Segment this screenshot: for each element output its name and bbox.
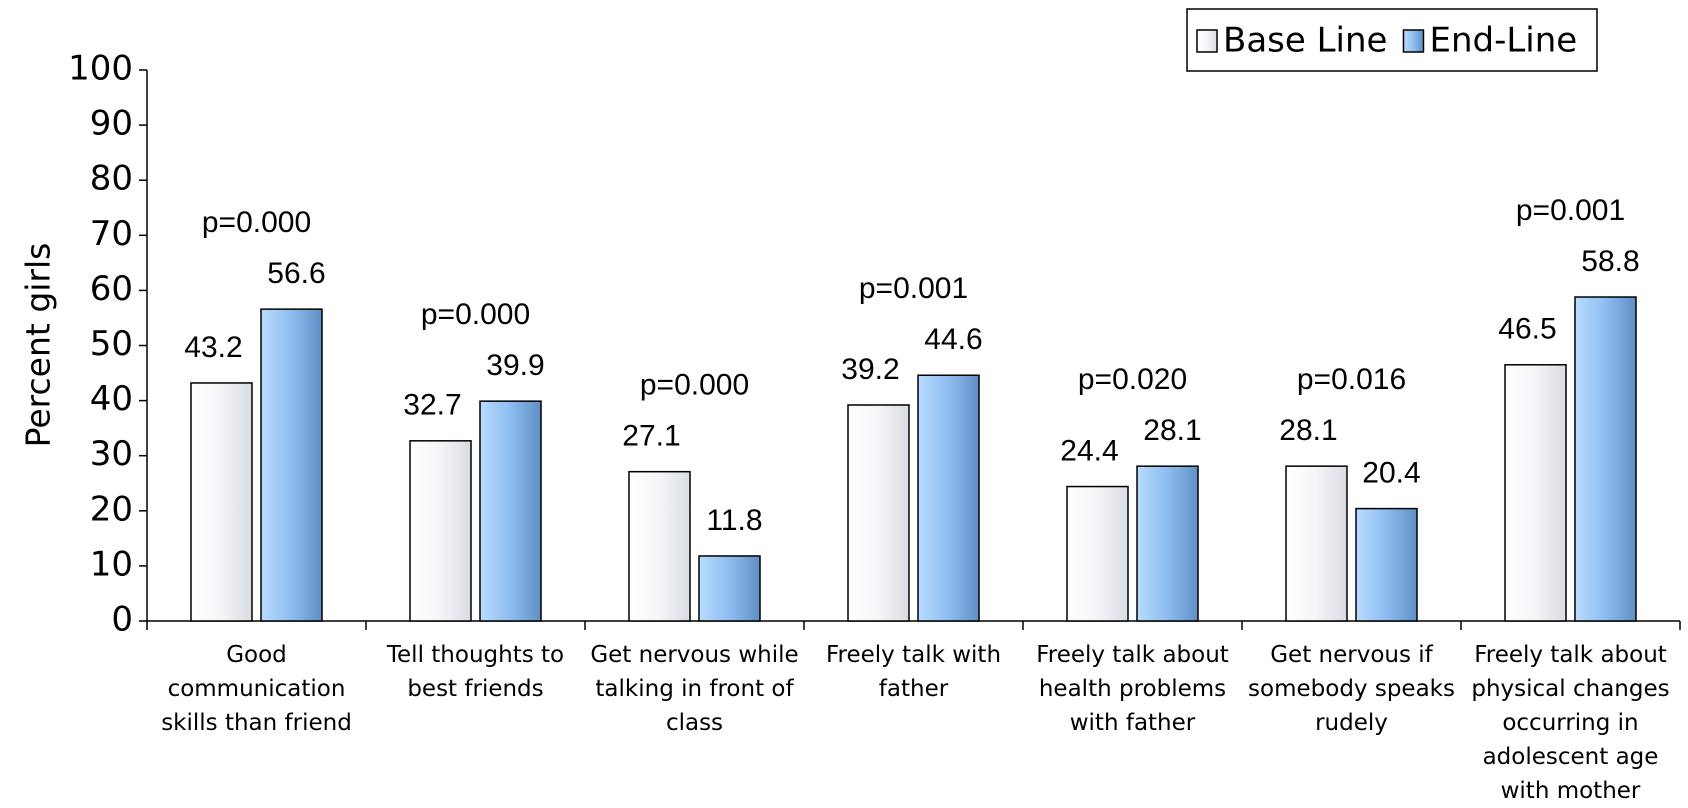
bar bbox=[1136, 465, 1199, 622]
value-label: 46.5 bbox=[1498, 313, 1556, 346]
value-label: 44.6 bbox=[924, 323, 982, 356]
bar bbox=[479, 400, 542, 622]
x-tick-label: Get nervous while talking in front of cl… bbox=[590, 642, 799, 736]
annotation: p=0.001 bbox=[1516, 194, 1625, 227]
bar bbox=[1504, 364, 1567, 622]
value-label: 11.8 bbox=[706, 504, 762, 537]
legend-box bbox=[1186, 8, 1598, 72]
bar bbox=[1574, 296, 1637, 622]
value-label: 39.2 bbox=[841, 353, 899, 386]
value-label: 28.1 bbox=[1279, 414, 1337, 447]
y-tick-label: 50 bbox=[90, 324, 133, 364]
value-label: 24.4 bbox=[1060, 434, 1118, 467]
y-tick-label: 0 bbox=[111, 600, 133, 640]
bar bbox=[1285, 465, 1348, 622]
y-tick-label: 30 bbox=[90, 434, 133, 474]
annotation: p=0.016 bbox=[1297, 363, 1406, 396]
y-tick-label: 10 bbox=[90, 544, 133, 584]
annotation: p=0.020 bbox=[1078, 363, 1187, 396]
value-label: 43.2 bbox=[184, 331, 242, 364]
y-axis-label: Percent girls bbox=[19, 243, 58, 448]
x-tick-label: Freely talk with father bbox=[825, 642, 1002, 702]
y-tick-label: 80 bbox=[90, 159, 133, 199]
value-label: 56.6 bbox=[267, 257, 325, 290]
value-label: 58.8 bbox=[1581, 245, 1639, 278]
y-tick-label: 40 bbox=[90, 379, 133, 419]
bar bbox=[1355, 507, 1418, 622]
y-tick-label: 100 bbox=[68, 49, 133, 89]
x-tick-label: Good communication skills than friend bbox=[161, 642, 352, 736]
annotation: p=0.001 bbox=[859, 272, 968, 305]
bar bbox=[260, 308, 323, 622]
bar bbox=[847, 404, 910, 622]
value-label: 27.1 bbox=[622, 420, 680, 453]
annotation: p=0.000 bbox=[202, 206, 311, 239]
x-tick-label: Get nervous if somebody speaks rudely bbox=[1248, 642, 1455, 736]
value-label: 39.9 bbox=[486, 349, 544, 382]
bar bbox=[628, 470, 691, 622]
y-tick-label: 20 bbox=[90, 489, 133, 529]
bar bbox=[190, 382, 253, 622]
legend-label: End-Line bbox=[1429, 21, 1577, 61]
value-label: 32.7 bbox=[403, 389, 461, 422]
bar bbox=[698, 555, 761, 622]
y-tick-label: 70 bbox=[90, 214, 133, 254]
value-label: 20.4 bbox=[1362, 457, 1420, 490]
bar bbox=[917, 374, 980, 622]
annotation: p=0.000 bbox=[640, 369, 749, 402]
bar bbox=[1066, 485, 1129, 622]
y-tick-label: 90 bbox=[90, 104, 133, 144]
x-tick-label: Freely talk about health problems with f… bbox=[1036, 642, 1229, 736]
legend-swatch bbox=[1402, 29, 1425, 53]
x-tick-label: Tell thoughts to best friends bbox=[386, 642, 565, 702]
y-tick-label: 60 bbox=[90, 269, 133, 309]
bar bbox=[409, 440, 472, 622]
legend-label: Base Line bbox=[1223, 21, 1387, 61]
x-tick-label: Freely talk about physical changes occur… bbox=[1471, 642, 1670, 804]
value-label: 28.1 bbox=[1143, 414, 1201, 447]
annotation: p=0.000 bbox=[421, 298, 530, 331]
legend-swatch bbox=[1196, 29, 1218, 53]
